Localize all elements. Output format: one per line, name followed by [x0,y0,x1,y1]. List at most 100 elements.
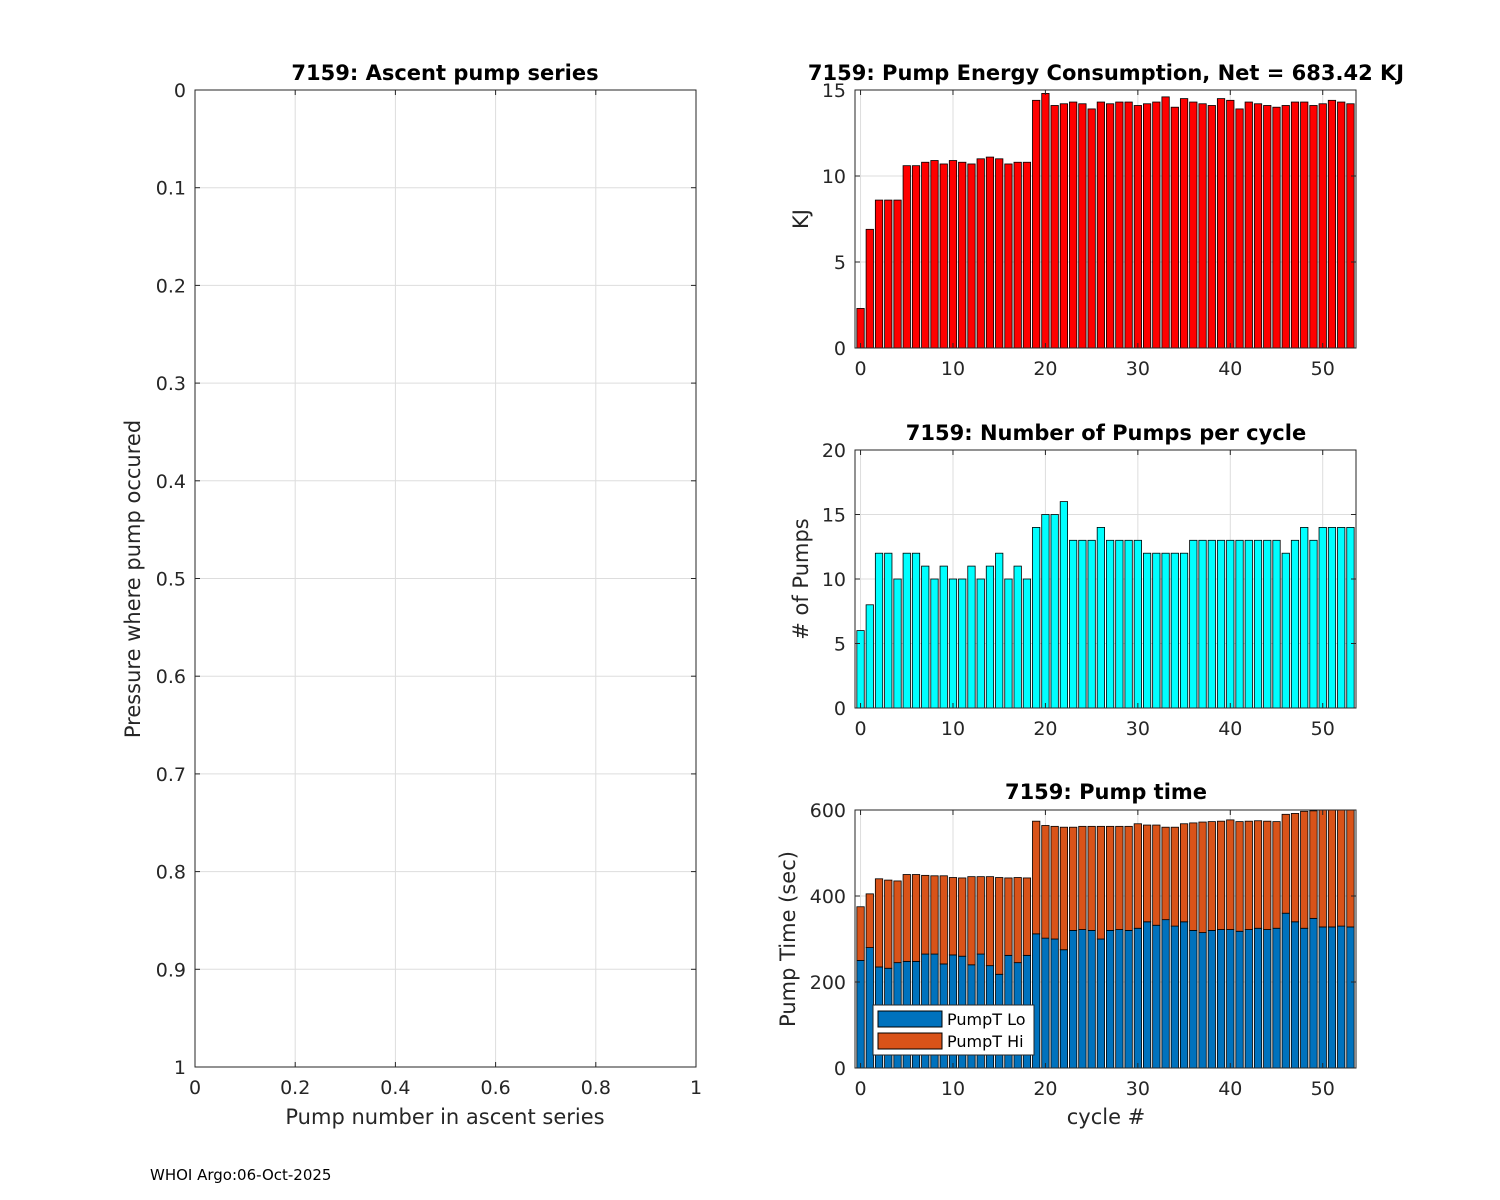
pumptime-bar-hi [1170,826,1179,927]
energy-bar [1318,103,1327,349]
energy-bar [1013,161,1022,349]
pumptime-bar-hi [948,877,958,956]
energy-bar [985,156,995,349]
pumptime-bar-hi [1106,825,1115,931]
pumptime-title: 7159: Pump time [1005,780,1207,804]
energy-bar [1161,96,1170,349]
pumptime-bar-hi [1032,820,1041,935]
pumptime-bar-lo [1309,917,1318,1069]
pumps-bar [930,578,939,709]
ascent-ytick-label: 0.1 [156,178,186,200]
pumptime-ytick-label: 200 [810,972,846,994]
pumptime-bar-hi [1179,823,1189,923]
pumptime-bar-lo [1244,929,1253,1069]
pumps-xtick-label: 50 [1311,718,1335,740]
ascent-ytick-label: 0.6 [156,666,186,688]
pumptime-bar-lo [1170,925,1179,1069]
energy-xtick-label: 0 [854,358,866,380]
pumptime-bar-hi [921,874,930,955]
pumptime-bar-lo [1281,912,1290,1069]
pumps-chart: 0 10 20 30 40 50 0 5 10 15 20 7159: Number of Pump… [789,421,1357,740]
energy-bar [902,165,911,349]
pumps-bar [985,565,995,709]
energy-ytick-label: 0 [834,338,846,360]
energy-bar [1142,103,1152,349]
pumps-bar [1004,578,1013,709]
pumptime-bar-hi [1198,821,1207,933]
pumptime-bar-lo [1235,930,1244,1069]
pumptime-bar-lo [1115,929,1124,1069]
pumps-ytick-label: 10 [822,569,846,591]
energy-bar [1096,101,1105,349]
pumptime-xtick-label: 0 [854,1078,866,1100]
pumps-bar [856,630,865,709]
energy-chart: 0 10 20 30 40 50 0 5 10 15 7159: Pump Energy Cons… [789,61,1404,380]
pumptime-bar-hi [865,893,874,948]
pumps-bar [874,552,884,709]
pumptime-bar-lo [1189,930,1198,1069]
ascent-ytick-label: 1 [174,1057,186,1079]
ascent-ytick-label: 0.9 [156,959,186,981]
pumps-title: 7159: Number of Pumps per cycle [906,421,1306,445]
ascent-ytick-label: 0 [174,80,186,102]
pumps-ytick-label: 0 [834,698,846,720]
pumptime-bar-hi [1337,809,1346,927]
pumps-bar [948,578,958,709]
energy-axes-box [854,89,1357,349]
pumptime-bar-lo [1059,949,1069,1069]
energy-bar [1032,99,1041,349]
pumps-ytick-label: 15 [822,505,846,527]
energy-bar [995,158,1004,349]
pumps-bar [967,565,976,709]
pumps-bar [1235,539,1244,709]
pumptime-bar-hi [995,877,1004,975]
energy-bar [1253,103,1263,349]
pumps-bar [1309,539,1318,709]
energy-bar [967,163,976,349]
pumps-bar [1069,539,1078,709]
pumptime-bar-hi [911,874,921,962]
pumps-bar [1106,539,1115,709]
pumptime-bar-lo [1078,929,1087,1069]
energy-title: 7159: Pump Energy Consumption, Net = 683… [808,61,1404,85]
pumptime-bar-lo [1142,921,1152,1069]
pumptime-bar-hi [1078,825,1087,930]
pumptime-bar-lo [1226,929,1235,1069]
energy-xtick-label: 20 [1033,358,1057,380]
energy-bar [1290,101,1300,349]
pumptime-bar-lo [1124,930,1133,1069]
energy-bar [874,199,884,349]
pumps-bar [1253,539,1263,709]
pumps-bar [995,552,1004,709]
ascent-xlabel: Pump number in ascent series [285,1105,604,1129]
energy-bar [1272,106,1281,349]
energy-bar [1087,108,1096,349]
energy-ytick-label: 10 [822,166,846,188]
energy-bar [1281,105,1290,349]
pumps-ylabel: # of Pumps [789,518,813,640]
pumptime-bar-lo [1161,919,1170,1069]
energy-bar [1226,99,1235,349]
pumptime-bar-hi [1189,822,1198,931]
energy-bar [1069,101,1078,349]
pumptime-bar-lo [1198,932,1207,1069]
energy-bar [1170,106,1179,349]
pumptime-bar-hi [1244,820,1253,930]
energy-bar [1078,103,1087,349]
energy-ytick-label: 15 [822,80,846,102]
pumptime-bar-hi [856,906,865,961]
ascent-title: 7159: Ascent pump series [291,61,598,85]
pumptime-bar-hi [1235,821,1244,932]
pumptime-bar-hi [1161,826,1170,921]
pumps-bar [1207,539,1216,709]
pumptime-axes-box [854,809,1357,1069]
footer-credit: WHOI Argo:06-Oct-2025 [150,1166,332,1184]
energy-bar [1207,105,1216,349]
pumptime-bar-hi [1004,877,1013,956]
pumptime-ytick-label: 400 [810,886,846,908]
pumptime-bar-hi [1152,824,1161,926]
pumptime-bar-hi [874,878,884,968]
pumptime-bar-lo [1253,927,1263,1069]
pumps-bar [1032,527,1041,709]
